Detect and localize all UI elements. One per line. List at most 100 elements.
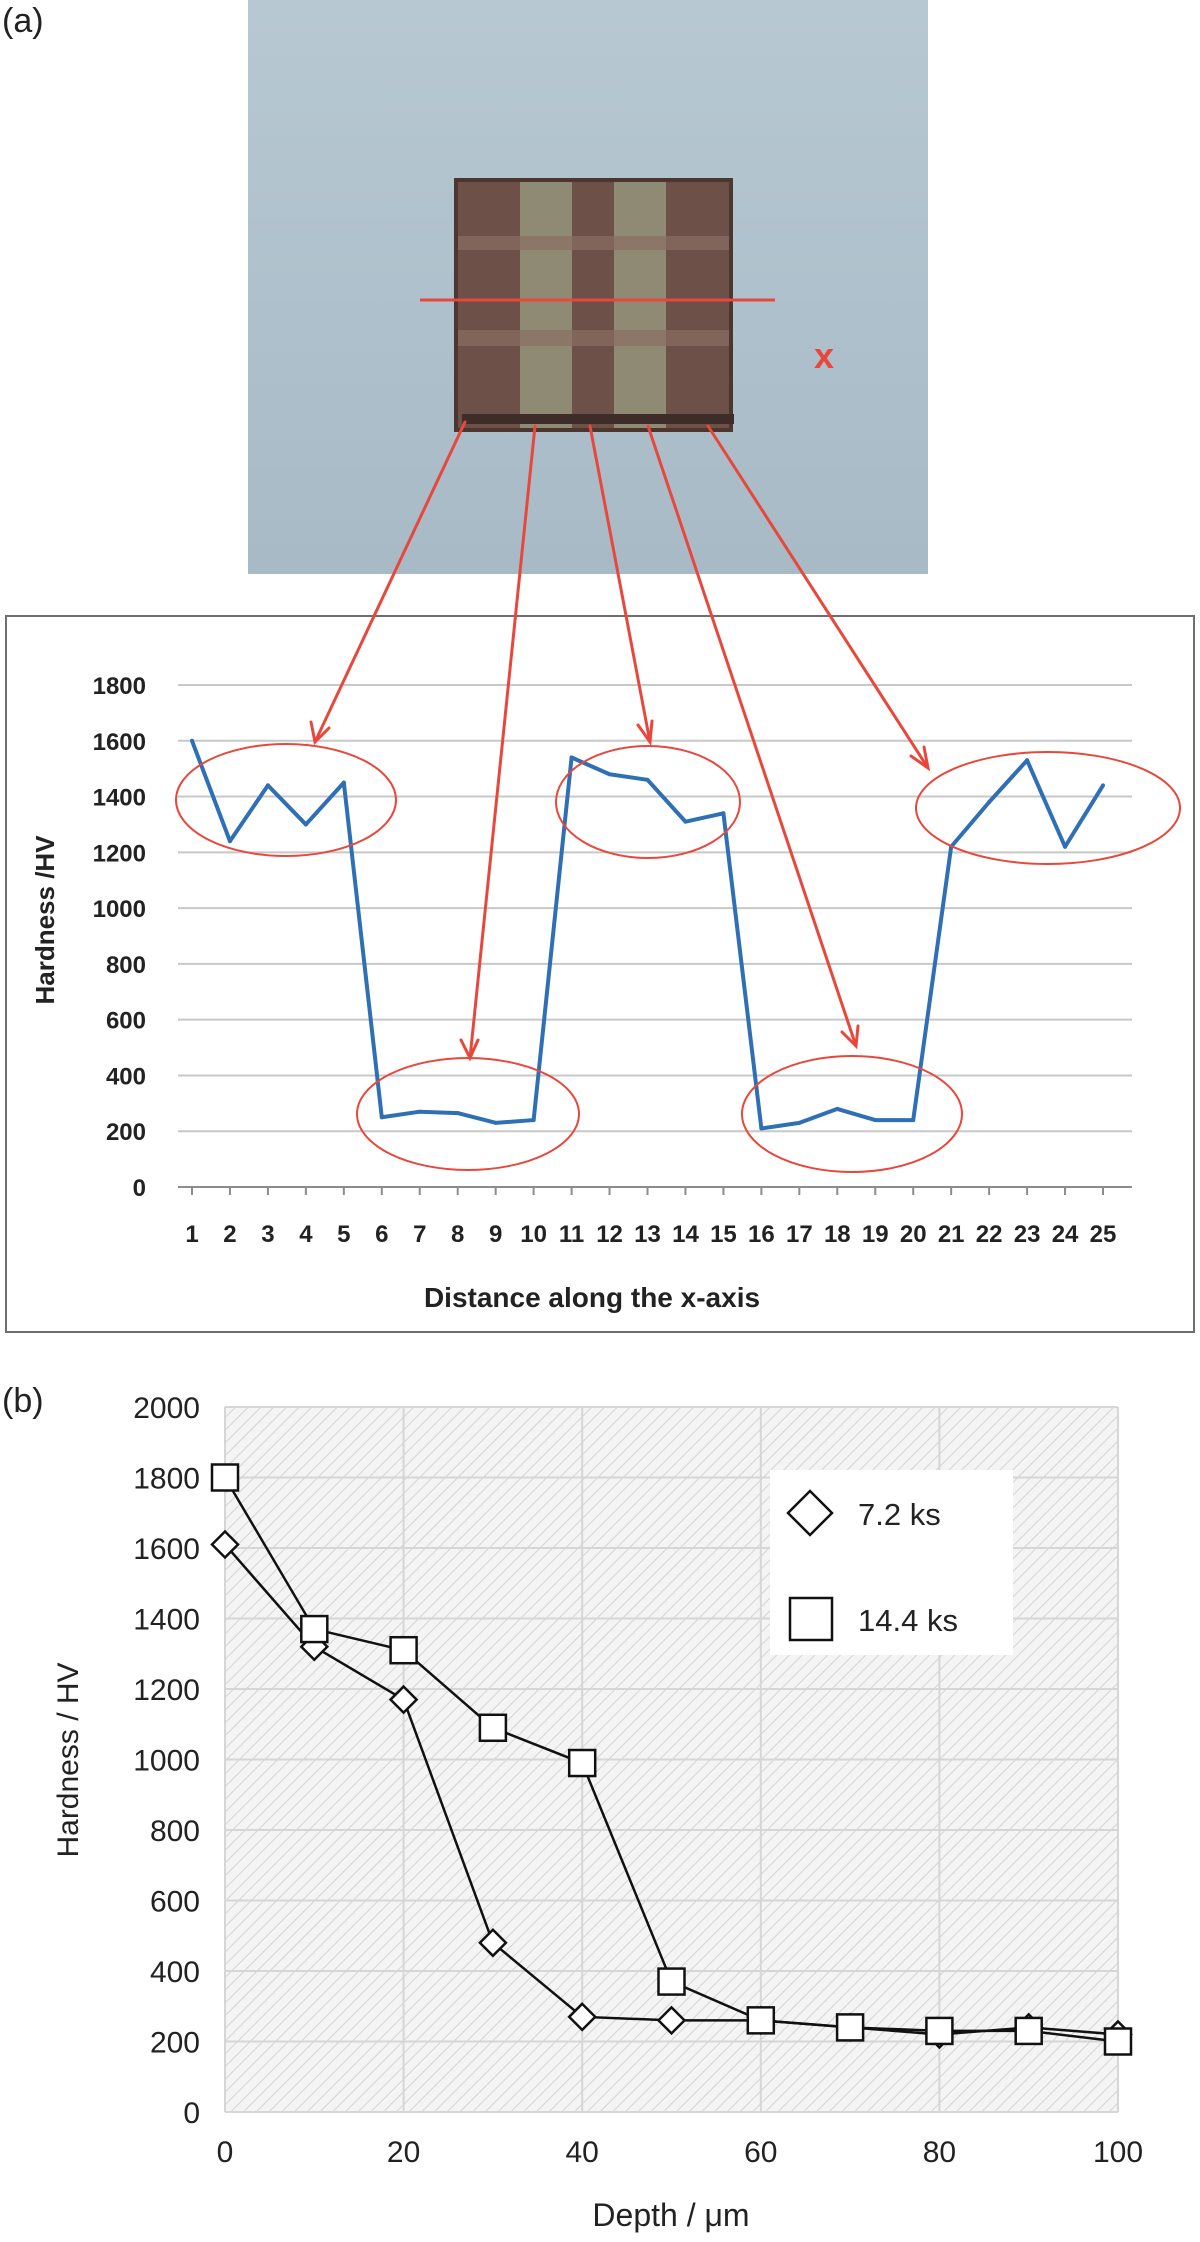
chart-a-point [227,839,232,844]
sample-band-1 [458,236,729,250]
chart-a-x-tick-label: 15 [710,1221,737,1248]
chart-a-y-label: Hardness /HV [30,835,60,1005]
chart-a-y-tick-label: 600 [106,1008,146,1035]
chart-a-y-tick-label: 1400 [93,785,146,812]
chart-b-legend: 7.2 ks 14.4 ks [770,1470,1013,1655]
chart-a-x-tick-label: 1 [185,1221,198,1248]
chart-a-x-tick-label: 20 [900,1221,927,1248]
chart-a-x-tick-label: 3 [261,1221,274,1248]
chart-b-point-square [1014,2016,1043,2046]
chart-a-x-tick-label: 18 [824,1221,851,1248]
chart-b-x-tick-label: 20 [387,2136,420,2169]
chart-a-point [835,1106,840,1111]
chart-b-x-ticks: 0 20 40 60 80 100 [217,2136,1143,2169]
chart-a-y-tick-label: 1600 [93,729,146,756]
chart-b-x-tick-label: 60 [744,2136,777,2169]
chart-a-point [759,1126,764,1131]
legend-diamond-icon [786,1489,834,1537]
chart-b-point-diamond [210,1529,240,1560]
chart-a-x-tick-label: 23 [1014,1221,1041,1248]
sample-block-edge [454,178,733,432]
arrow-3-head [636,719,654,747]
chart-b-point-diamond [388,1684,419,1715]
chart-a-point [417,1109,422,1114]
chart-b-point-diamond [478,1928,508,1958]
chart-a-y-tick-label: 400 [106,1063,146,1090]
chart-a-point [797,1120,802,1125]
chart-b-y-tick-label: 1000 [133,1745,200,1778]
chart-b-point-square [1103,2027,1133,2056]
chart-a-point [1101,783,1105,788]
chart-a-point [1063,844,1068,849]
chart-a-x-tick-label: 16 [748,1221,775,1248]
chart-a-point [721,811,726,816]
chart-b-y-tick-label: 1800 [133,1463,200,1496]
chart-a-grid [178,684,1132,1133]
sample-stripe-2 [614,182,666,428]
chart-a-point [911,1118,916,1123]
hard-region-ellipse-3 [915,751,1181,865]
chart-a-point [455,1111,460,1116]
chart-a-x-tick-label: 24 [1052,1221,1079,1248]
chart-a-point [303,822,308,827]
chart-b-x-tick-label: 100 [1093,2136,1143,2169]
chart-a-x-tick-label: 21 [938,1221,965,1248]
chart-b-point-square [300,1614,329,1644]
chart-b-y-tick-label: 400 [150,1956,200,1989]
chart-a-point [645,777,650,782]
legend-label-7-2ks: 7.2 ks [858,1497,941,1532]
sample-block [456,180,731,430]
arrow-5-head [909,745,931,772]
chart-b-point-square [925,2016,954,2046]
chart-a-y-tick-label: 1800 [93,673,146,700]
chart-a-x-tick-label: 2 [223,1221,236,1248]
chart-a-point [531,1118,536,1123]
chart-a-x-tick-label: 13 [634,1221,661,1248]
chart-b-x-tick-label: 40 [566,2136,599,2169]
chart-b-series [210,1463,1133,2056]
arrow-2-head [459,1038,480,1062]
chart-b-point-square [210,1463,240,1492]
chart-a-x-tick-label: 12 [596,1221,623,1248]
chart-b-x-tick-label: 0 [217,2136,234,2169]
chart-a-x-tick-label: 7 [413,1221,426,1248]
hardness-depth-chart: 0 200 400 600 800 1000 1200 1400 1600 1800 2000 0 2… [52,1392,1143,2233]
chart-b-y-tick-label: 1200 [133,1674,200,1707]
chart-b-point-square [478,1713,508,1743]
chart-a-point [873,1118,878,1123]
chart-a-point [987,800,992,805]
chart-b-y-ticks: 0 200 400 600 800 1000 1200 1400 1600 1800 2000 [133,1392,200,2130]
chart-a-point [190,738,194,743]
chart-a-x-tick-label: 11 [559,1221,584,1248]
arrow-4-head [840,1024,860,1050]
x-axis-marker: x [814,335,834,376]
chart-a-point [569,755,574,760]
chart-b-point-square [389,1635,418,1665]
chart-b-point-square [746,2006,776,2035]
chart-a-x-ticks: 1 2 3 4 5 6 7 8 9 10 11 12 13 14 15 16 17 18 19 20 21 22 23 24 2… [185,1187,1116,1248]
chart-a-point [493,1120,498,1125]
arrow-1 [313,420,467,744]
chart-a-x-tick-label: 19 [862,1221,889,1248]
chart-a-point [341,780,346,785]
panel-label-a: (a) [2,2,44,40]
chart-b-point-diamond [567,2002,597,2032]
chart-a-point [265,783,270,788]
chart-a-x-tick-label: 6 [375,1221,388,1248]
sample-band-2 [458,330,729,346]
chart-a-x-tick-label: 8 [451,1221,464,1248]
chart-b-y-label: Hardness / HV [52,1662,85,1857]
legend-square-icon [788,1596,834,1642]
chart-a-x-tick-label: 5 [337,1221,350,1248]
arrow-1-head [309,720,331,746]
chart-a-point [379,1115,384,1120]
chart-a-frame [5,615,1195,1333]
chart-b-y-tick-label: 200 [150,2027,200,2060]
arrow-5 [706,424,930,770]
soft-region-ellipse-2 [741,1055,963,1173]
chart-a-x-tick-label: 25 [1090,1221,1117,1248]
arrow-3 [588,424,652,744]
chart-b-x-label: Depth / μm [592,2197,749,2233]
chart-a-y-tick-label: 1200 [93,840,146,867]
